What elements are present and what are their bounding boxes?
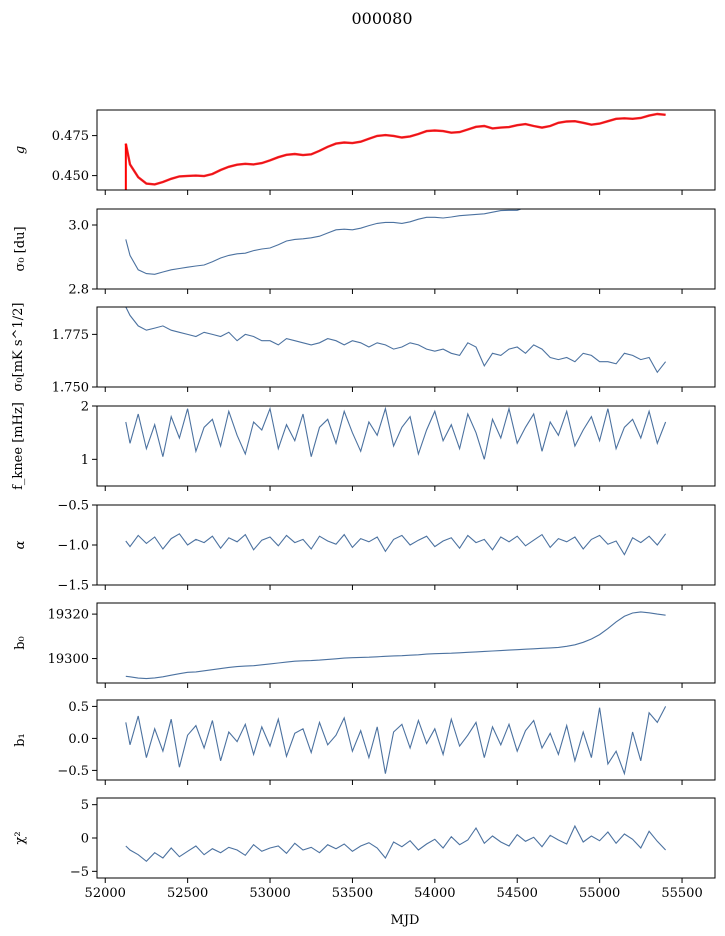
- panel-g: 0.450 0.475 g: [13, 109, 716, 195]
- y-tick-label: 2.8: [68, 283, 89, 298]
- y-tick-label: 1.775: [52, 328, 89, 343]
- sigma0_mks-series-line: [125, 307, 667, 374]
- y-tick-label: −5: [70, 865, 89, 880]
- x-tick-label: 55000: [579, 886, 620, 901]
- y-tick-label: 0: [81, 832, 89, 847]
- alpha-series-line: [125, 533, 667, 556]
- x-tick-label: 52000: [85, 886, 126, 901]
- y-axis-label-sigma0_mks: σ₀[mK s^1/2]: [11, 303, 26, 392]
- panel-frame: [96, 306, 716, 388]
- panel-alpha: −1.5 −1.0 −0.5 α: [13, 499, 716, 594]
- panel-sigma0_mks: 1.750 1.775 σ₀[mK s^1/2]: [11, 303, 716, 396]
- y-axis-label-b1: b₁: [13, 733, 28, 747]
- b0-series-line: [125, 611, 666, 680]
- panel-frame: [96, 602, 716, 684]
- y-tick-label: −0.5: [57, 764, 89, 779]
- fknee-series-line: [125, 406, 667, 460]
- y-tick-label: −1.0: [57, 539, 89, 554]
- y-tick-label: 1.750: [52, 381, 89, 396]
- x-tick-label: 53000: [249, 886, 290, 901]
- y-tick-label: 1: [81, 453, 89, 468]
- panel-frame: [96, 797, 716, 879]
- panel-frame: [96, 504, 716, 586]
- g-series-line: [125, 113, 666, 185]
- x-tick-label: 54000: [414, 886, 455, 901]
- figure-title: 000080: [351, 9, 412, 28]
- y-axis-label-alpha: α: [13, 540, 28, 549]
- x-tick-label: 54500: [497, 886, 538, 901]
- panel-frame: [96, 405, 716, 487]
- y-tick-label: 2: [81, 400, 89, 415]
- y-axis-label-chi2: χ²: [13, 831, 28, 844]
- x-tick-label: 55500: [661, 886, 702, 901]
- y-axis-label-b0: b₀: [13, 636, 28, 650]
- x-tick-label: 52500: [167, 886, 208, 901]
- y-tick-label: 3.0: [68, 219, 89, 234]
- panel-frame: [96, 699, 716, 781]
- x-tick-label: 53500: [332, 886, 373, 901]
- y-tick-label: 19320: [48, 608, 89, 623]
- y-tick-label: 0.5: [68, 700, 89, 715]
- x-axis-label: MJD: [391, 913, 420, 928]
- g-overlay-line: [124, 112, 666, 186]
- y-axis-label-fknee: f_knee [mHz]: [11, 402, 26, 490]
- y-tick-label: 0.475: [52, 129, 89, 144]
- panel-frame: [96, 208, 716, 290]
- y-axis-label-g: g: [13, 146, 28, 154]
- panel-b1: −0.5 0.0 0.5 b₁: [13, 699, 716, 785]
- sigma0-series-line: [125, 209, 523, 275]
- y-tick-label: 0.450: [52, 169, 89, 184]
- panel-sigma0: 2.8 3.0 σ₀ [du]: [13, 208, 716, 298]
- panel-fknee: 1 2 f_knee [mHz]: [11, 400, 716, 491]
- chi2-series-line: [125, 824, 666, 863]
- y-tick-label: −1.5: [57, 579, 89, 594]
- y-tick-label: 0.0: [68, 732, 89, 747]
- panel-b0: 19300 19320 b₀: [13, 602, 716, 688]
- y-tick-label: −0.5: [57, 499, 89, 514]
- y-tick-label: 5: [81, 798, 89, 813]
- panel-frame: [96, 109, 716, 191]
- b1-series-line: [125, 706, 667, 776]
- y-tick-label: 19300: [48, 652, 89, 667]
- panel-chi2: −5 0 5 52000 52500 53000 53500 54000 54500 55000 5…: [13, 797, 716, 901]
- y-axis-label-sigma0: σ₀ [du]: [13, 226, 28, 271]
